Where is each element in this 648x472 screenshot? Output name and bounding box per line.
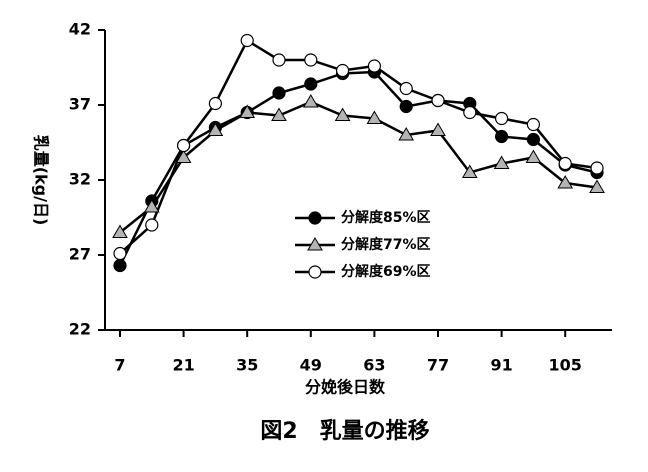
data-point — [207, 122, 224, 136]
data-point — [176, 138, 191, 153]
data-point — [302, 94, 319, 108]
data-point — [557, 175, 574, 189]
y-tick-label: 27 — [69, 245, 91, 264]
legend-marker — [307, 237, 323, 251]
data-point — [431, 93, 445, 108]
data-point — [430, 122, 446, 136]
data-point — [367, 59, 382, 73]
data-point — [335, 63, 350, 78]
data-point — [239, 104, 256, 118]
series-line — [118, 70, 598, 267]
data-point — [589, 179, 605, 193]
x-tick-label: 105 — [549, 356, 582, 375]
data-point — [208, 96, 222, 111]
data-point — [272, 86, 286, 100]
x-tick-label: 21 — [172, 356, 194, 375]
x-tick-label: 7 — [114, 356, 125, 375]
legend-label: 分解度77%区 — [341, 236, 431, 253]
y-axis-label: 乳量(kg/日) — [32, 135, 51, 226]
data-point — [271, 107, 287, 121]
series-line — [119, 100, 598, 234]
data-point — [304, 77, 318, 91]
data-point — [113, 246, 127, 261]
data-point — [143, 199, 160, 213]
y-tick-label: 32 — [69, 170, 91, 189]
y-tick-label: 42 — [69, 20, 91, 39]
x-tick-label: 63 — [363, 356, 385, 375]
data-point — [272, 53, 286, 67]
data-point — [590, 161, 604, 175]
legend-marker — [308, 265, 322, 279]
legend-label: 分解度85%区 — [341, 209, 431, 226]
series-line — [119, 38, 598, 255]
data-point — [461, 164, 478, 178]
data-point — [334, 107, 351, 121]
chart-title: 図2 乳量の推移 — [260, 418, 429, 444]
data-point — [526, 117, 541, 132]
data-point — [145, 218, 159, 232]
data-point — [304, 53, 318, 67]
legend-marker — [308, 211, 322, 225]
data-point — [398, 127, 415, 141]
data-point — [240, 33, 254, 48]
data-point — [558, 156, 572, 171]
data-point — [495, 129, 509, 144]
data-point — [493, 155, 510, 169]
data-point — [399, 81, 413, 96]
data-point — [175, 149, 192, 163]
data-point — [399, 99, 413, 114]
x-axis-label: 分娩後日数 — [305, 378, 386, 397]
x-tick-label: 35 — [236, 356, 258, 375]
legend-label: 分解度69%区 — [341, 263, 431, 280]
y-tick-label: 37 — [69, 95, 91, 114]
x-tick-label: 49 — [300, 356, 322, 375]
data-point — [526, 132, 541, 147]
data-point — [495, 111, 509, 126]
data-point — [525, 149, 542, 163]
data-point — [113, 258, 127, 273]
data-point — [112, 224, 128, 238]
x-tick-label: 91 — [490, 356, 512, 375]
data-point — [366, 110, 383, 124]
x-tick-label: 77 — [427, 356, 449, 375]
y-tick-label: 22 — [69, 320, 91, 339]
data-point — [463, 105, 477, 120]
